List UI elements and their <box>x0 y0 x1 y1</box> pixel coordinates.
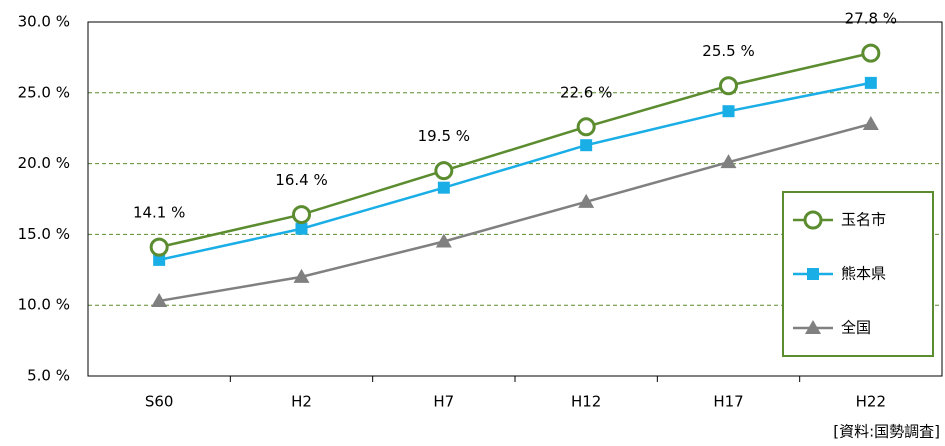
legend-label: 玉名市 <box>841 211 886 229</box>
data-label: 19.5 % <box>418 127 470 145</box>
x-tick-label: H22 <box>856 393 886 411</box>
point <box>861 43 881 63</box>
x-tick-label: H17 <box>713 393 743 411</box>
point <box>293 268 310 283</box>
point <box>576 117 596 137</box>
legend-label: 全国 <box>841 319 871 337</box>
y-tick-label: 5.0 % <box>27 367 70 385</box>
x-tick-label: H7 <box>433 393 454 411</box>
data-label: 16.4 % <box>275 171 327 189</box>
y-tick-label: 30.0 % <box>18 13 70 31</box>
data-label: 25.5 % <box>702 42 754 60</box>
point <box>153 253 166 266</box>
point <box>722 105 735 118</box>
y-tick-label: 10.0 % <box>18 296 70 314</box>
source-note: [資料:国勢調査] <box>833 423 940 441</box>
x-tick-label: H12 <box>571 393 601 411</box>
y-tick-label: 25.0 % <box>18 83 70 101</box>
point <box>720 154 737 169</box>
point <box>437 181 450 194</box>
point <box>435 233 452 248</box>
point <box>719 76 738 96</box>
data-label: 22.6 % <box>560 83 612 101</box>
data-label: 27.8 % <box>845 10 897 28</box>
data-label: 14.1 % <box>133 204 185 222</box>
legend-marker <box>807 268 819 280</box>
series-line <box>158 81 872 262</box>
series-line <box>158 51 872 249</box>
point <box>580 139 593 152</box>
legend-marker <box>805 320 821 334</box>
point <box>149 237 169 257</box>
point <box>292 205 311 225</box>
x-tick-label: S60 <box>145 393 174 411</box>
point <box>862 115 879 130</box>
legend-label: 熊本県 <box>841 265 886 283</box>
point <box>434 161 454 181</box>
point <box>578 193 595 208</box>
legend-marker <box>803 210 823 230</box>
point <box>864 76 877 89</box>
x-tick-label: H2 <box>291 393 312 411</box>
point <box>295 222 308 235</box>
series-line <box>158 122 872 303</box>
point <box>151 292 168 307</box>
y-tick-label: 20.0 % <box>18 154 70 172</box>
y-tick-label: 15.0 % <box>18 225 70 243</box>
